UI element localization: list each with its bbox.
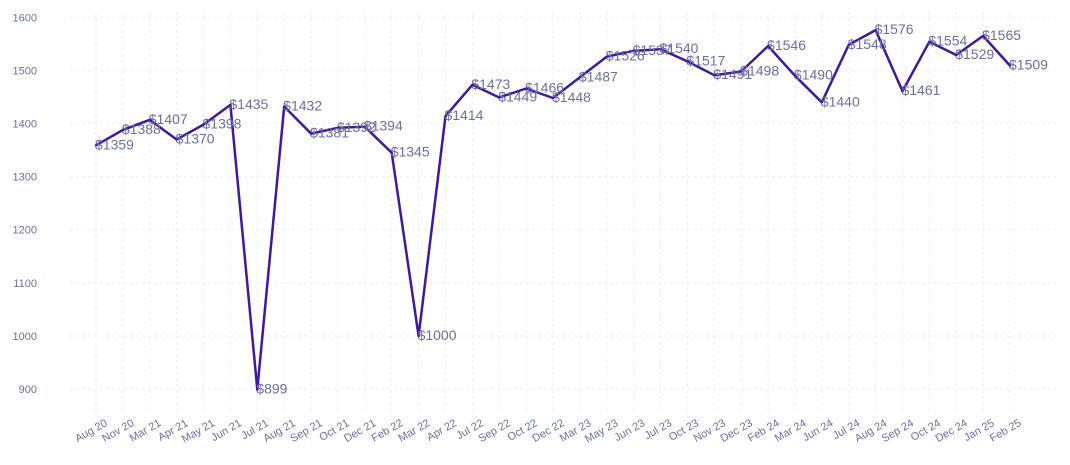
data-label: $1498: [740, 62, 779, 78]
data-labels: $1359$1388$1407 $1370$1398 $1435 $899 $1432 $…: [95, 21, 1048, 397]
data-label: $1487: [579, 68, 618, 84]
data-label: $1466: [525, 79, 564, 95]
data-label: $1359: [95, 136, 134, 152]
x-tick-label: Mar 24: [773, 417, 809, 445]
y-tick-label: 1600: [13, 12, 37, 24]
y-tick-label: 1300: [13, 172, 37, 184]
data-label: $899: [256, 381, 287, 397]
data-label: $1449: [498, 89, 537, 105]
data-label: $1388: [122, 121, 161, 137]
data-label: $1537: [633, 42, 672, 58]
data-label: $1565: [982, 27, 1021, 43]
x-tick-label: Mar 21: [128, 417, 164, 445]
vertical-gridlines: [95, 12, 1011, 410]
data-label: $1392: [337, 119, 376, 135]
y-tick-label: 900: [19, 384, 37, 396]
horizontal-gridlines: [70, 16, 1056, 390]
data-label: $1517: [686, 52, 725, 68]
data-label: $1398: [203, 116, 242, 132]
data-label: $1554: [928, 33, 967, 49]
data-label: $1490: [794, 67, 833, 83]
data-label: $1345: [391, 144, 430, 160]
data-label: $1370: [176, 130, 215, 146]
y-tick-label: 1200: [13, 225, 37, 237]
data-label: $1448: [552, 89, 591, 105]
data-label: $1576: [875, 21, 914, 37]
data-label: $1381: [310, 125, 349, 141]
series-line: [94, 28, 1012, 391]
x-tick-label: Apr 22: [425, 417, 459, 444]
data-label: $1461: [901, 82, 940, 98]
x-tick-label: Jun 21: [209, 417, 244, 444]
data-label: $1435: [229, 96, 268, 112]
y-tick-label: 1500: [13, 65, 37, 77]
data-label: $1432: [283, 98, 322, 114]
data-label: $1546: [767, 37, 806, 53]
y-axis-tick-labels: 900 1000 1100 1200 1300 1400 1500 1600: [13, 12, 37, 396]
data-label: $1440: [821, 93, 860, 109]
data-label: $1526: [606, 48, 645, 64]
x-tick-label: Jun 24: [801, 417, 836, 444]
x-tick-label: Feb 25: [988, 417, 1024, 445]
data-label: $1414: [444, 107, 483, 123]
data-label: $1529: [955, 46, 994, 62]
y-tick-label: 1000: [13, 331, 37, 343]
y-tick-label: 1400: [13, 119, 37, 131]
x-tick-label: Mar 22: [396, 417, 432, 445]
data-label: $1394: [364, 118, 403, 134]
data-label: $1548: [848, 36, 887, 52]
data-label: $1509: [1009, 57, 1048, 73]
data-label: $1540: [660, 40, 699, 56]
data-label: $1491: [713, 66, 752, 82]
x-tick-label: Jun 23: [613, 417, 648, 444]
data-label: $1407: [149, 111, 188, 127]
data-label: $1000: [418, 327, 457, 343]
data-label: $1473: [471, 76, 510, 92]
y-tick-label: 1100: [13, 278, 37, 290]
